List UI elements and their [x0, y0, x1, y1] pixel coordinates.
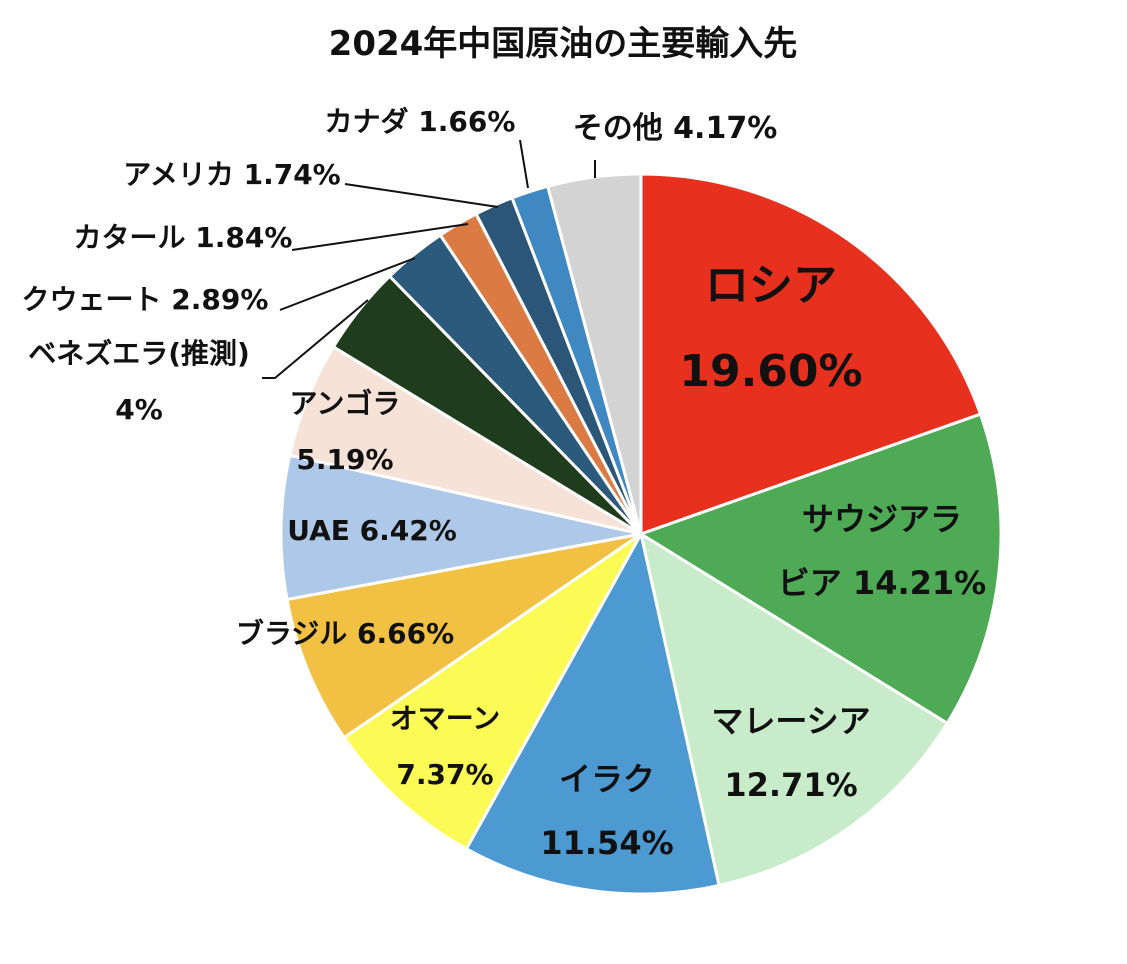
pie-slice — [464, 529, 721, 896]
pie-slice — [545, 172, 643, 535]
slice-data-label: 5.19% — [296, 443, 393, 476]
slice-data-label: ベネズエラ(推測) — [28, 337, 250, 370]
slice-data-label: ビア 14.21% — [778, 564, 986, 602]
leader-line — [279, 257, 416, 311]
slice-data-label: クウェート 2.89% — [22, 283, 269, 316]
pie-slice — [285, 532, 642, 740]
slice-data-label: 19.60% — [679, 346, 862, 397]
pie-slice — [342, 532, 643, 851]
slice-data-label: 12.71% — [724, 766, 857, 804]
leader-line — [519, 139, 529, 189]
slice-data-label: 7.37% — [396, 758, 493, 791]
leader-line — [262, 299, 369, 379]
pie-slice — [638, 530, 950, 888]
leader-line — [344, 183, 499, 208]
slice-data-label: 11.54% — [540, 824, 673, 862]
slice-data-label: カタール 1.84% — [74, 221, 293, 254]
pie-slices — [279, 172, 1003, 896]
slice-data-label: イラク — [559, 760, 655, 798]
slice-data-label: 4% — [115, 393, 163, 426]
slice-data-label: ブラジル 6.66% — [236, 617, 454, 650]
slice-data-label: マレーシア — [711, 702, 870, 740]
pie-slice — [637, 412, 1003, 726]
slice-data-label: サウジアラ — [802, 500, 962, 538]
slice-data-label: オマーン — [390, 702, 501, 735]
slice-data-label: ロシア — [705, 260, 837, 311]
leader-lines — [262, 139, 596, 379]
slice-data-label: カナダ 1.66% — [325, 105, 516, 138]
chart-title: 2024年中国原油の主要輸入先 — [329, 24, 798, 64]
slice-data-label: アメリカ 1.74% — [123, 158, 341, 191]
slice-data-label: UAE 6.42% — [287, 514, 457, 547]
pie-slice — [279, 453, 642, 602]
slice-data-label: その他 4.17% — [573, 111, 778, 146]
leader-line — [291, 223, 469, 251]
slice-data-label: アンゴラ — [290, 387, 401, 420]
